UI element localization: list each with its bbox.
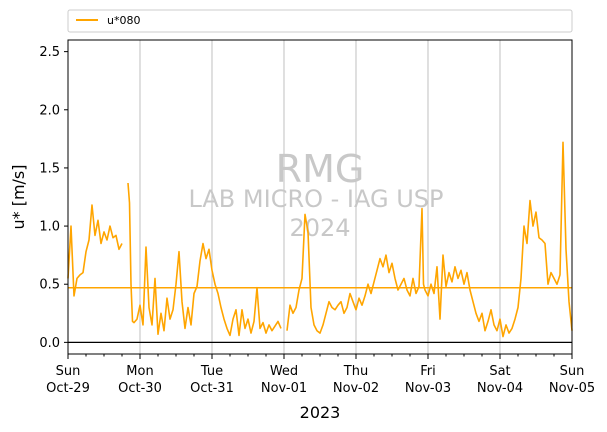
y-tick-label: 0.0 <box>39 336 60 351</box>
watermark: RMG LAB MICRO - IAG USP 2024 <box>188 147 443 242</box>
plot-background <box>68 40 572 354</box>
x-tick-day: Thu <box>343 364 368 379</box>
reference-lines <box>68 286 572 343</box>
legend-frame <box>67 9 573 33</box>
x-tick-label: Oct-30 <box>118 381 162 396</box>
x-tick-day: Wed <box>270 364 298 379</box>
series-line <box>286 141 573 338</box>
watermark-lab: LAB MICRO - IAG USP <box>188 185 443 213</box>
x-tick-label: Nov-03 <box>405 381 451 396</box>
legend: u*080 <box>67 9 573 33</box>
y-tick-label: 0.5 <box>39 278 60 293</box>
x-tick-day: Tue <box>200 364 223 379</box>
x-tick-label: Nov-01 <box>261 381 307 396</box>
grid-lines <box>139 40 501 354</box>
y-axis-title: u* [m/s] <box>9 164 28 229</box>
series-layer <box>67 141 573 338</box>
x-tick-day: Mon <box>126 364 153 379</box>
y-axis: 0.0 0.5 1.0 1.5 2.0 2.5 <box>39 45 68 351</box>
x-tick-label: Nov-04 <box>477 381 523 396</box>
watermark-title: RMG <box>276 147 365 191</box>
x-tick-label: Oct-31 <box>190 381 234 396</box>
y-tick-label: 1.0 <box>39 220 60 235</box>
y-tick-label: 2.5 <box>39 45 60 60</box>
series-line <box>67 204 123 297</box>
series-line <box>127 182 282 337</box>
plot-area: RMG LAB MICRO - IAG USP 2024 <box>67 39 573 355</box>
x-tick-day: Sun <box>56 364 81 379</box>
legend-label: u*080 <box>107 14 140 27</box>
x-tick-label: Oct-29 <box>46 381 90 396</box>
y-tick-label: 1.5 <box>39 161 60 176</box>
watermark-year: 2024 <box>289 214 350 242</box>
x-tick-day: Fri <box>420 364 436 379</box>
x-axis: Sun Oct-29 Mon Oct-30 Tue Oct-31 Wed Nov-01 Thu N… <box>46 354 595 396</box>
x-tick-day: Sun <box>560 364 585 379</box>
x-axis-title: 2023 <box>300 403 341 422</box>
x-tick-label: Nov-02 <box>333 381 379 396</box>
x-tick-day: Sat <box>489 364 510 379</box>
y-tick-label: 2.0 <box>39 103 60 118</box>
x-tick-label: Nov-05 <box>549 381 595 396</box>
